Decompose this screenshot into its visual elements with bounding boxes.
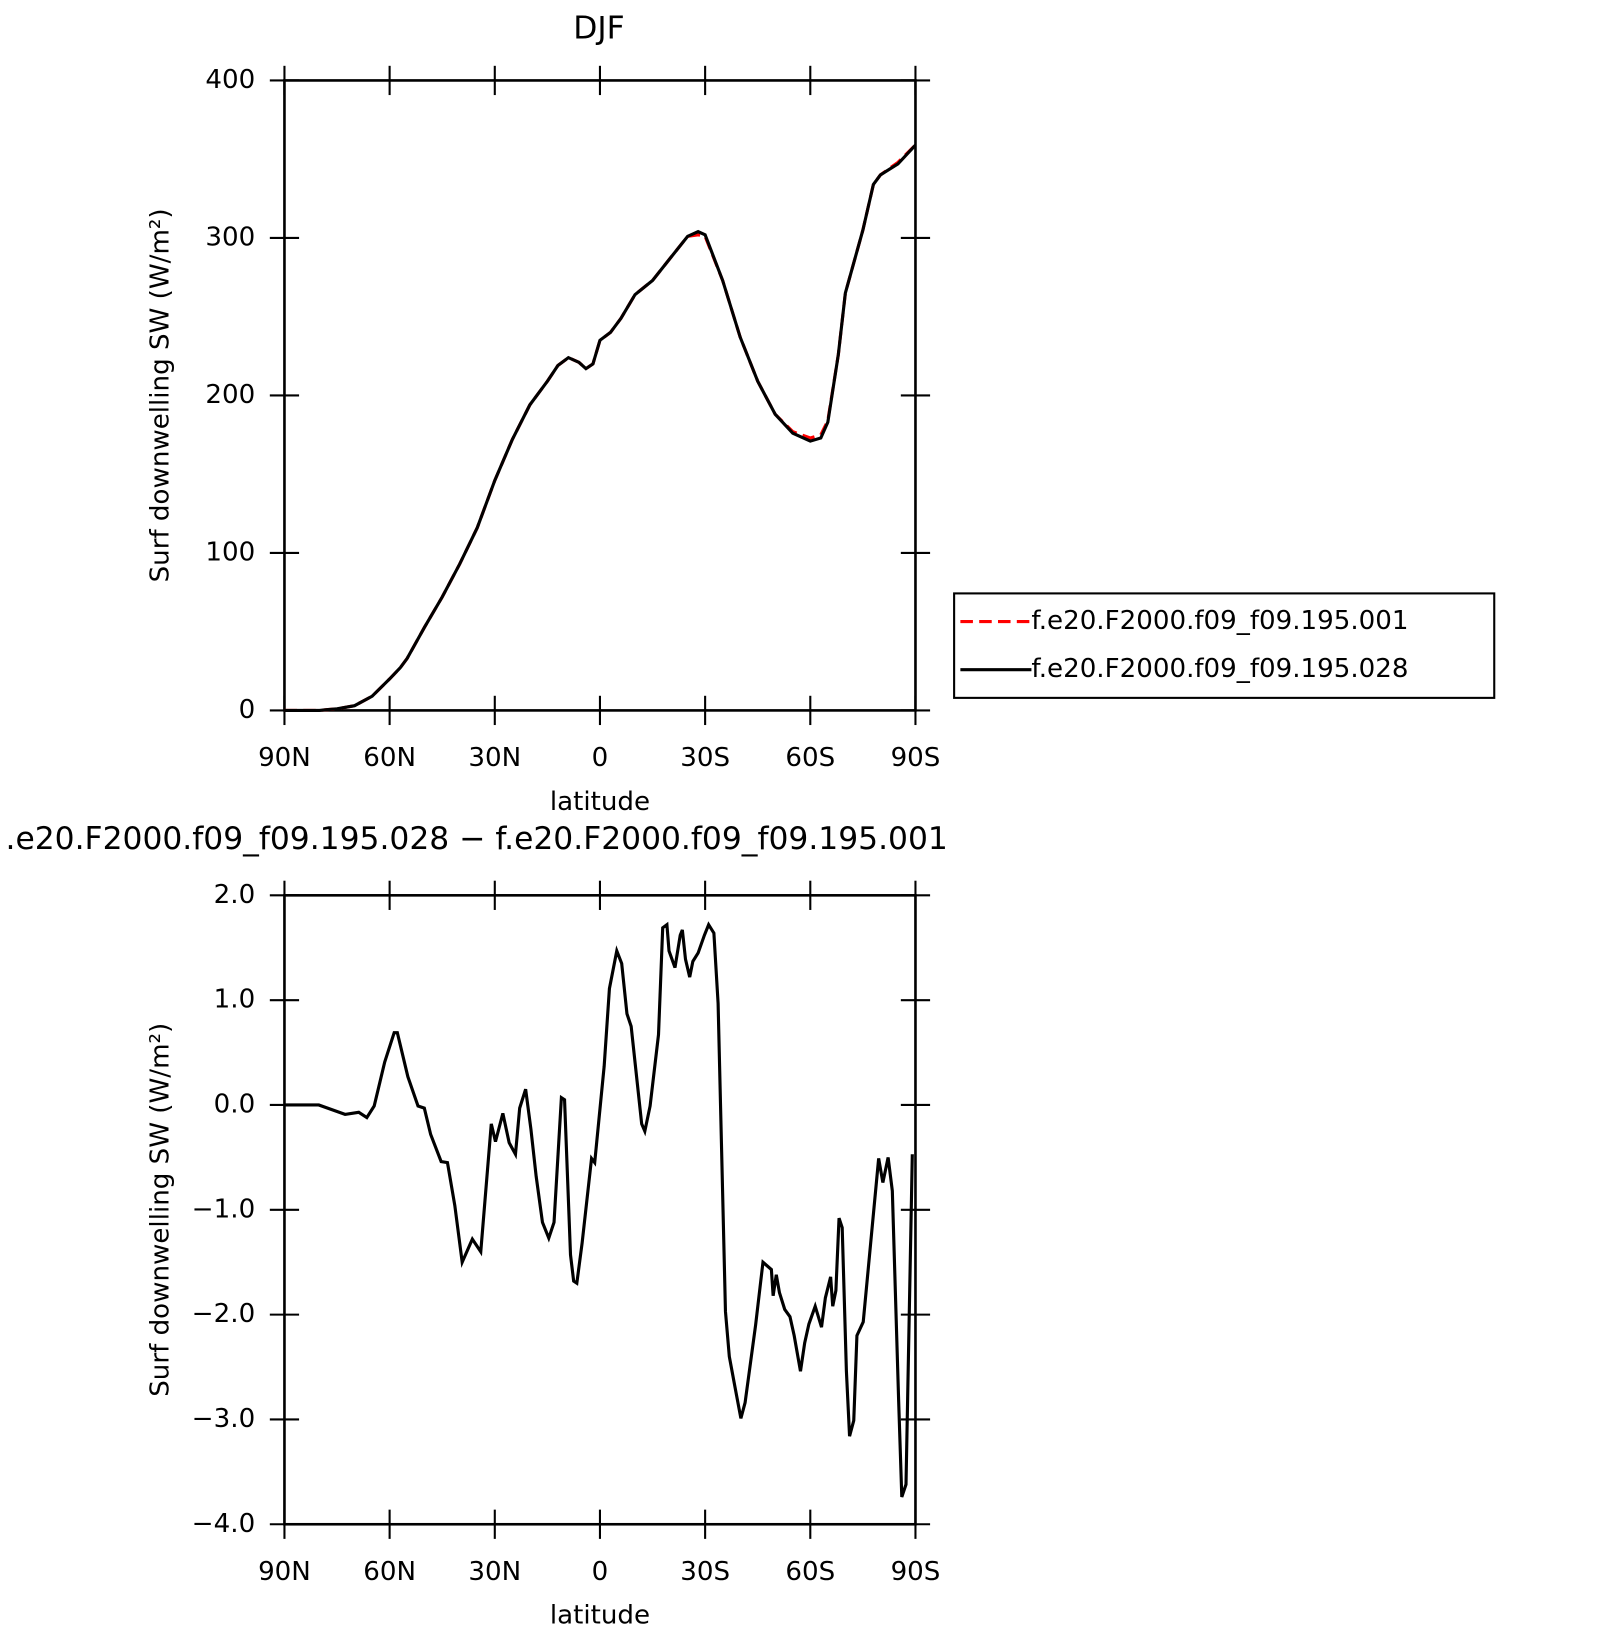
data-line [284, 143, 917, 712]
x-tick-label: 30S [680, 1557, 730, 1587]
x-axis-label: latitude [550, 1601, 650, 1631]
y-tick-label: 2.0 [214, 880, 256, 910]
y-tick-label: 300 [205, 222, 255, 252]
y-tick-label: 1.0 [214, 985, 256, 1015]
chart-title: DJF [573, 10, 624, 46]
x-tick-label: 60S [785, 743, 835, 773]
legend-box [953, 592, 1496, 699]
x-tick-label: 90N [258, 743, 311, 773]
x-tick-label: 0 [592, 1557, 609, 1587]
x-axis-label: latitude [550, 787, 650, 817]
y-tick-label: −1.0 [192, 1194, 255, 1224]
plot-frame [283, 79, 917, 712]
y-axis-label: Surf downwelling SW (W/m²) [146, 1023, 176, 1397]
chart-title: .e20.F2000.f09_f09.195.028 − f.e20.F2000… [6, 821, 948, 857]
x-tick-label: 0 [592, 743, 609, 773]
x-tick-label: 90N [258, 1557, 311, 1587]
y-tick-label: −3.0 [192, 1404, 255, 1434]
x-tick-label: 30S [680, 743, 730, 773]
y-tick-label: 200 [205, 380, 255, 410]
x-tick-label: 60S [785, 1557, 835, 1587]
data-line [284, 921, 914, 1498]
plot-frame [283, 894, 917, 1526]
x-tick-label: 90S [891, 1557, 941, 1587]
x-tick-label: 30N [468, 743, 521, 773]
y-tick-label: 0 [239, 695, 256, 725]
y-tick-label: 100 [205, 537, 255, 567]
y-tick-label: 400 [205, 65, 255, 95]
legend-label: f.e20.F2000.f09_f09.195.001 [1031, 606, 1408, 636]
x-tick-label: 60N [363, 743, 416, 773]
x-tick-label: 90S [891, 743, 941, 773]
x-tick-label: 60N [363, 1557, 416, 1587]
y-tick-label: 0.0 [214, 1089, 256, 1119]
y-tick-label: −2.0 [192, 1299, 255, 1329]
data-line [284, 143, 917, 712]
y-axis-label: Surf downwelling SW (W/m²) [146, 208, 176, 582]
x-tick-label: 30N [468, 1557, 521, 1587]
y-tick-label: −4.0 [192, 1509, 255, 1539]
legend-label: f.e20.F2000.f09_f09.195.028 [1031, 654, 1408, 684]
